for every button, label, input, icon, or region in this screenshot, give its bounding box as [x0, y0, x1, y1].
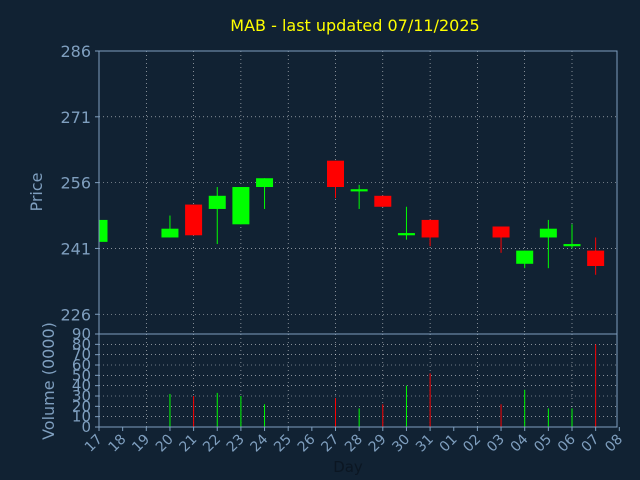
volume-tick-label: 10 [72, 408, 91, 426]
volume-tick-label: 80 [72, 335, 91, 353]
volume-panel-frame [98, 333, 618, 428]
candle-up [397, 233, 415, 236]
price-axis-label: Price [27, 172, 46, 211]
volume-tick-label: 60 [72, 356, 91, 374]
candle-up [539, 228, 557, 238]
candle-down [374, 195, 392, 207]
price-axis-ticks: 226 241 256 271 286 [60, 42, 99, 324]
volume-tick-label: 0 [81, 418, 91, 436]
chart-title: MAB - last updated 07/11/2025 [230, 16, 479, 35]
price-tick-label: 271 [60, 108, 91, 127]
price-candles [98, 160, 605, 275]
volume-tick-label: 50 [72, 366, 91, 384]
volume-tick-label: 20 [72, 397, 91, 415]
candle-up [256, 178, 274, 188]
volume-bars [169, 344, 597, 427]
candle-up [208, 195, 226, 209]
price-tick-label: 286 [60, 42, 91, 61]
candle-down [492, 226, 510, 238]
candle-up [232, 187, 250, 225]
candle-down [587, 250, 605, 266]
volume-tick-label: 40 [72, 377, 91, 395]
price-tick-label: 241 [60, 239, 91, 258]
candle-up [350, 189, 368, 192]
price-tick-label: 256 [60, 174, 91, 193]
volume-tick-label: 30 [72, 387, 91, 405]
volume-tick-label: 70 [72, 346, 91, 364]
candle-up [161, 228, 179, 238]
x-axis-label: Day [333, 458, 363, 476]
candle-up [563, 244, 581, 247]
candle-down [327, 160, 344, 188]
candle-down [185, 204, 203, 236]
candle-down [421, 219, 439, 238]
candle-up [99, 219, 108, 242]
volume-axis-label: Volume (0000) [39, 322, 58, 440]
price-tick-label: 226 [60, 305, 91, 324]
volume-tick-label: 90 [72, 325, 91, 343]
candle-up [516, 250, 534, 264]
